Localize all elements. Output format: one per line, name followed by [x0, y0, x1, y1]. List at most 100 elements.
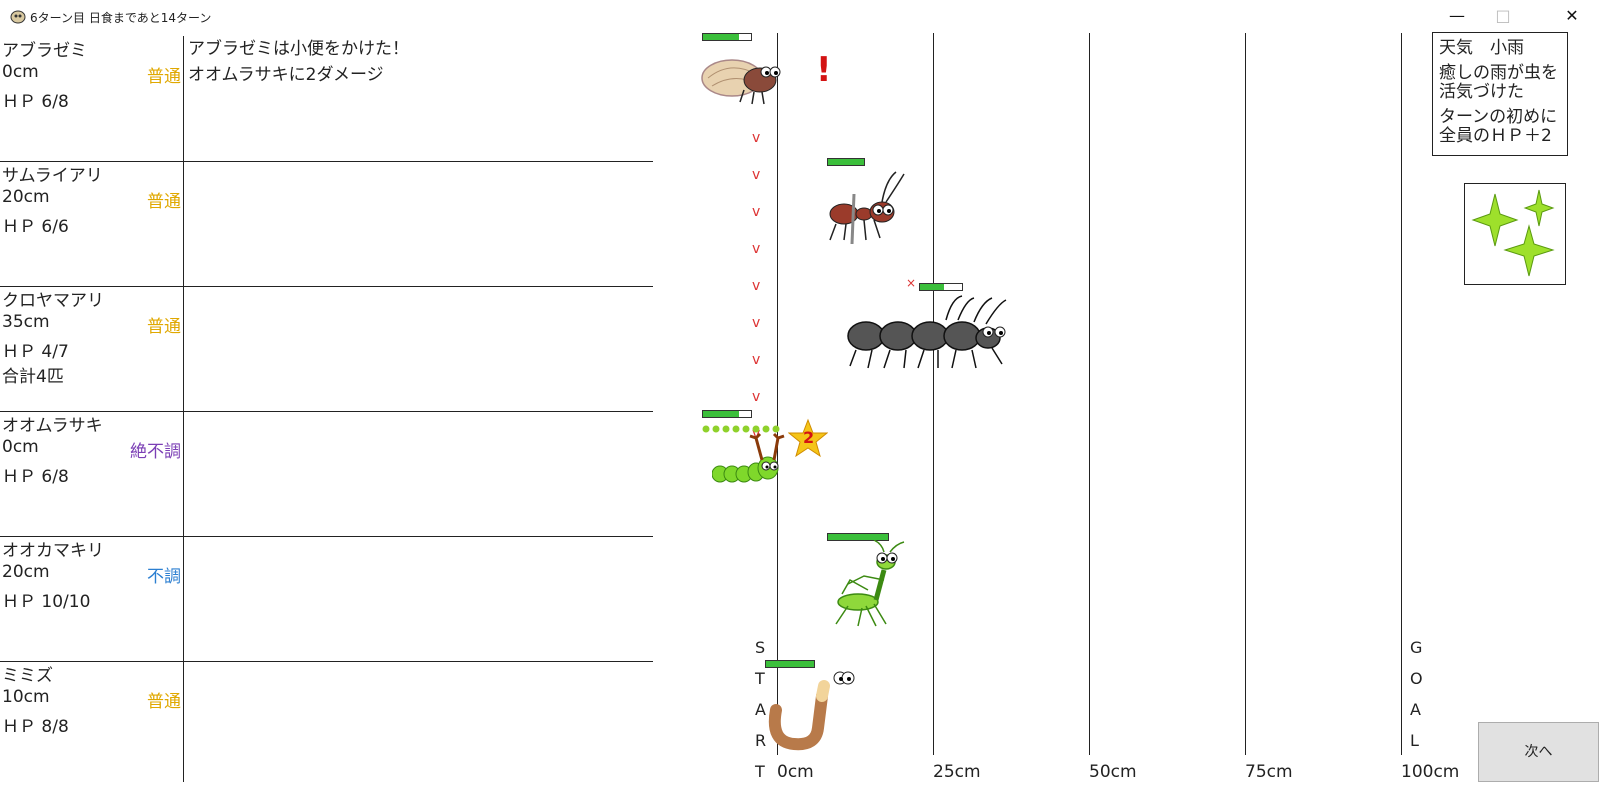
- battle-log: アブラゼミは小便をかけた！ オオムラサキに2ダメージ: [188, 36, 409, 88]
- hp-bar: [765, 660, 815, 668]
- bug-name: アブラゼミ: [2, 41, 87, 61]
- goal-letter: A: [1410, 700, 1421, 719]
- panel-divider: [183, 36, 184, 782]
- hp-bar: [702, 410, 752, 418]
- bug-hp: ＨＰ 6/8: [2, 467, 69, 487]
- arrow-marker: v: [752, 352, 761, 368]
- caterpillar-sprite: [712, 432, 785, 483]
- hp-fill: [828, 159, 864, 165]
- bug-hp: ＨＰ 6/6: [2, 217, 69, 237]
- bug-distance: 20cm: [2, 562, 50, 582]
- weather-effect-image: [1464, 183, 1566, 285]
- close-button[interactable]: ✕: [1565, 6, 1579, 25]
- goal-letter: G: [1410, 638, 1423, 657]
- scale-label: 50cm: [1089, 762, 1137, 782]
- bug-status-panel: アブラゼミ 0cm 普通 ＨＰ 6/8 アブラゼミは小便をかけた！ オオムラサキ…: [0, 36, 653, 782]
- bug-row: アブラゼミ 0cm 普通 ＨＰ 6/8 アブラゼミは小便をかけた！ オオムラサキ…: [0, 36, 653, 162]
- title-bar: 6ターン目 日食まであと14ターン — □ ✕: [0, 0, 1601, 32]
- bug-hp: ＨＰ 4/7: [2, 342, 69, 362]
- earthworm-sprite: [768, 671, 855, 751]
- arrow-marker: v: [752, 315, 761, 331]
- window-title: 6ターン目 日食まであと14ターン: [30, 11, 212, 25]
- arrow-marker: v: [752, 426, 761, 442]
- bug-row: クロヤマアリ 35cm 普通 ＨＰ 4/7 合計4匹: [0, 286, 653, 412]
- hp-fill: [920, 284, 944, 290]
- log-line: オオムラサキに2ダメージ: [188, 65, 384, 85]
- start-letter: S: [755, 638, 766, 657]
- bug-distance: 20cm: [2, 187, 50, 207]
- bug-row: ミミズ 10cm 普通 ＨＰ 8/8: [0, 661, 653, 786]
- bug-name: ミミズ: [2, 666, 53, 686]
- weather-description: 癒しの雨が虫を活気づけた: [1439, 63, 1558, 102]
- bug-hp: ＨＰ 6/8: [2, 92, 69, 112]
- scale-label: 75cm: [1245, 762, 1293, 782]
- scale-label: 100cm: [1401, 762, 1460, 782]
- weather-panel: 天気 小雨 癒しの雨が虫を活気づけた ターンの初めに全員のＨＰ＋2: [1432, 32, 1568, 156]
- hp-fill: [703, 34, 739, 40]
- track-line-0: [777, 33, 778, 755]
- scale-label: 25cm: [933, 762, 981, 782]
- bug-status: 普通: [147, 692, 181, 712]
- hp-fill: [828, 534, 888, 540]
- hp-bar: [919, 283, 963, 291]
- track-line-25: [933, 33, 934, 755]
- splash-dots-icon: [702, 425, 780, 433]
- bug-status: 普通: [147, 67, 181, 87]
- arrow-marker: v: [752, 167, 761, 183]
- black-ant-group-sprite: [847, 295, 1007, 369]
- hp-fill: [703, 411, 739, 417]
- damage-number: 2: [803, 428, 815, 447]
- cicada-sprite: [701, 59, 781, 105]
- bug-row: サムライアリ 20cm 普通 ＨＰ 6/6: [0, 161, 653, 287]
- splash-dots: [702, 418, 782, 433]
- bug-row: オオムラサキ 0cm 絶不調 ＨＰ 6/8: [0, 411, 653, 537]
- bug-name: クロヤマアリ: [2, 291, 104, 311]
- bug-status: 不調: [147, 567, 181, 587]
- goal-letter: O: [1410, 669, 1423, 688]
- goal-letter: L: [1410, 731, 1419, 750]
- bug-distance: 0cm: [2, 62, 39, 82]
- bug-distance: 10cm: [2, 687, 50, 707]
- bug-name: オオムラサキ: [2, 416, 103, 436]
- track-line-75: [1245, 33, 1246, 755]
- bug-name: サムライアリ: [2, 166, 103, 186]
- bug-distance: 35cm: [2, 312, 50, 332]
- sparkle-icon: [1471, 189, 1555, 277]
- arrow-marker: v: [752, 130, 761, 146]
- arrow-marker: v: [752, 389, 761, 405]
- weather-effect: ターンの初めに全員のＨＰ＋2: [1439, 107, 1558, 146]
- next-button[interactable]: 次へ: [1478, 722, 1599, 782]
- hp-bar: [827, 533, 889, 541]
- app-icon: [10, 10, 26, 24]
- bug-name: オオカマキリ: [2, 541, 104, 561]
- hp-bar: [702, 33, 752, 41]
- arrow-marker: v: [752, 278, 761, 294]
- attack-arrows: v v v v v v v v v: [752, 120, 760, 453]
- bug-hp: ＨＰ 8/8: [2, 717, 69, 737]
- start-letter: R: [755, 731, 767, 750]
- alert-icon: !: [816, 50, 832, 90]
- start-letter: T: [755, 669, 765, 688]
- arrow-marker: v: [752, 241, 761, 257]
- arrow-marker: v: [752, 204, 761, 220]
- weather-title: 天気 小雨: [1439, 38, 1524, 58]
- bug-status: 普通: [147, 192, 181, 212]
- minimize-button[interactable]: —: [1449, 6, 1465, 25]
- start-letter: T: [755, 762, 765, 781]
- track-line-50: [1089, 33, 1090, 755]
- start-letter: A: [755, 700, 766, 719]
- maximize-button[interactable]: □: [1495, 6, 1511, 25]
- bug-hp: ＨＰ 10/10: [2, 592, 91, 612]
- bug-distance: 0cm: [2, 437, 39, 457]
- mantis-sprite: [835, 540, 905, 627]
- bug-status: 絶不調: [130, 442, 181, 462]
- bug-status: 普通: [147, 317, 181, 337]
- log-line: アブラゼミは小便をかけた！: [188, 39, 409, 59]
- track-line-100: [1401, 33, 1402, 755]
- cross-marker: ×: [906, 276, 917, 290]
- hp-fill: [766, 661, 814, 667]
- samurai-ant-sprite: [829, 171, 905, 245]
- bug-count: 合計4匹: [2, 367, 64, 387]
- bug-row: オオカマキリ 20cm 不調 ＨＰ 10/10: [0, 536, 653, 662]
